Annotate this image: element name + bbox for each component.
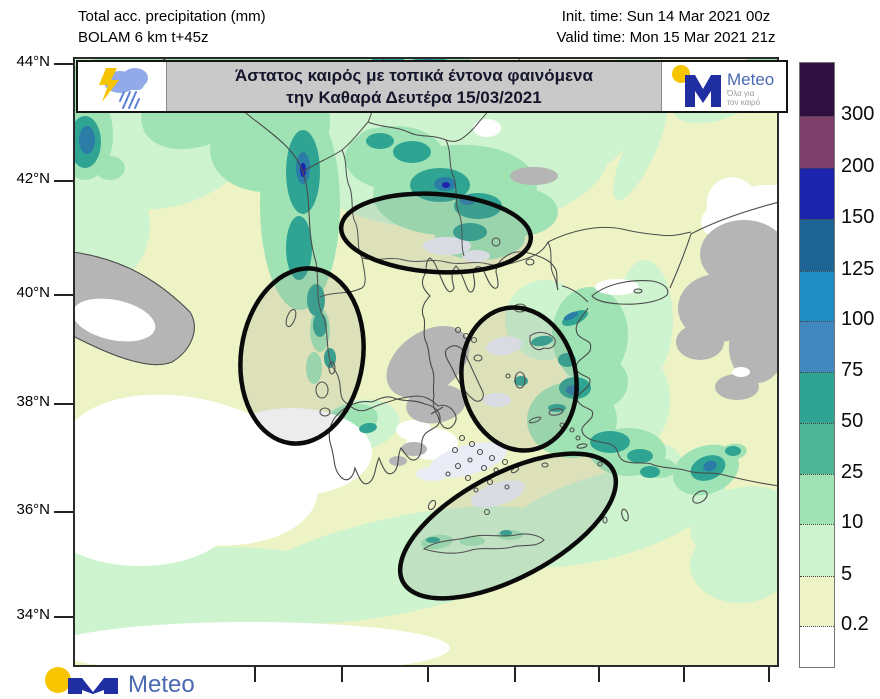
banner-title-line2: την Καθαρά Δευτέρα 15/03/2021 [286, 87, 542, 107]
storm-icon-cell [78, 62, 166, 111]
colorbar-label: 25 [841, 461, 864, 483]
lon-tick [514, 667, 516, 682]
meteo-logo-cell: Meteo Όλα για τον καιρό [662, 62, 786, 111]
precipitation-colorbar [799, 62, 835, 668]
lon-tick [598, 667, 600, 682]
banner-title: Άστατος καιρός με τοπικά έντονα φαινόμεν… [166, 62, 662, 111]
colorbar-segment [800, 626, 834, 667]
lat-tick [54, 403, 73, 405]
highlight-ellipses [238, 191, 619, 601]
lat-label: 34°N [16, 606, 50, 623]
lon-tick [768, 667, 770, 682]
meteo-footer-logo: Meteo [36, 664, 276, 699]
product-title-line1: Total acc. precipitation (mm) [78, 8, 266, 25]
colorbar-label: 0.2 [841, 613, 869, 635]
init-time: Init. time: Sun 14 Mar 2021 00z [561, 8, 771, 25]
colorbar-segment [800, 321, 834, 372]
product-title: Total acc. precipitation (mm) BOLAM 6 km… [78, 6, 266, 48]
colorbar-segment [800, 372, 834, 423]
valid-time: Valid time: Mon 15 Mar 2021 21z [556, 29, 776, 46]
colorbar-label: 125 [841, 258, 875, 280]
highlight-ellipse-north [338, 191, 534, 275]
colorbar-segment [800, 524, 834, 576]
meteo-m-icon [685, 74, 721, 107]
lat-label: 40°N [16, 284, 50, 301]
colorbar-label: 5 [841, 563, 853, 585]
headline-banner: Άστατος καιρός με τοπικά έντονα φαινόμεν… [76, 60, 788, 113]
coastlines [73, 57, 779, 554]
storm-cloud-lightning-rain-icon [99, 67, 148, 109]
highlight-ellipse-east-aegean [459, 305, 579, 453]
colorbar-label: 150 [841, 206, 875, 228]
colorbar-segment [800, 219, 834, 271]
banner-title-line1: Άστατος καιρός με τοπικά έντονα φαινόμεν… [235, 65, 593, 85]
colorbar-segment [800, 271, 834, 321]
meteo-logo: Meteo Όλα για τον καιρό [672, 64, 774, 107]
lat-label: 36°N [16, 501, 50, 518]
precip-extreme [300, 163, 450, 188]
colorbar-label: 75 [841, 359, 864, 381]
colorbar-segment [800, 168, 834, 219]
lat-tick [54, 63, 73, 65]
sun-icon [45, 667, 71, 693]
highlight-ellipse-south [397, 451, 619, 601]
highlight-ellipse-west [238, 266, 366, 446]
colorbar-segment [800, 423, 834, 474]
meteo-tagline-line2: τον καιρό [727, 98, 761, 107]
precipitation-map [73, 57, 779, 667]
meteo-tagline-line1: Όλα για [726, 89, 755, 98]
meteo-footer-logo-svg: Meteo [45, 667, 195, 698]
colorbar-segment [800, 116, 834, 168]
meteo-m-icon [68, 678, 118, 694]
lat-tick [54, 616, 73, 618]
meteo-logo-text: Meteo [727, 70, 774, 89]
pale-patches [416, 237, 525, 508]
lat-tick [54, 511, 73, 513]
dry-white-cores [73, 298, 750, 377]
colorbar-label: 200 [841, 155, 875, 177]
meteo-footer-text: Meteo [128, 671, 195, 694]
colorbar-label: 100 [841, 308, 875, 330]
product-title-line2: BOLAM 6 km t+45z [78, 29, 209, 46]
colorbar-segment [800, 474, 834, 524]
lat-tick [54, 180, 73, 182]
lon-tick [683, 667, 685, 682]
colorbar-label: 50 [841, 410, 864, 432]
lat-tick [54, 294, 73, 296]
map-frame [73, 57, 779, 667]
colorbar-segment [800, 63, 834, 116]
lat-label: 42°N [16, 170, 50, 187]
colorbar-segment [800, 576, 834, 626]
colorbar-label: 10 [841, 511, 864, 533]
colorbar-label: 300 [841, 103, 875, 125]
run-times: Init. time: Sun 14 Mar 2021 00z Valid ti… [538, 6, 794, 48]
lon-tick [427, 667, 429, 682]
lat-label: 44°N [16, 53, 50, 70]
lat-label: 38°N [16, 393, 50, 410]
lon-tick [341, 667, 343, 682]
